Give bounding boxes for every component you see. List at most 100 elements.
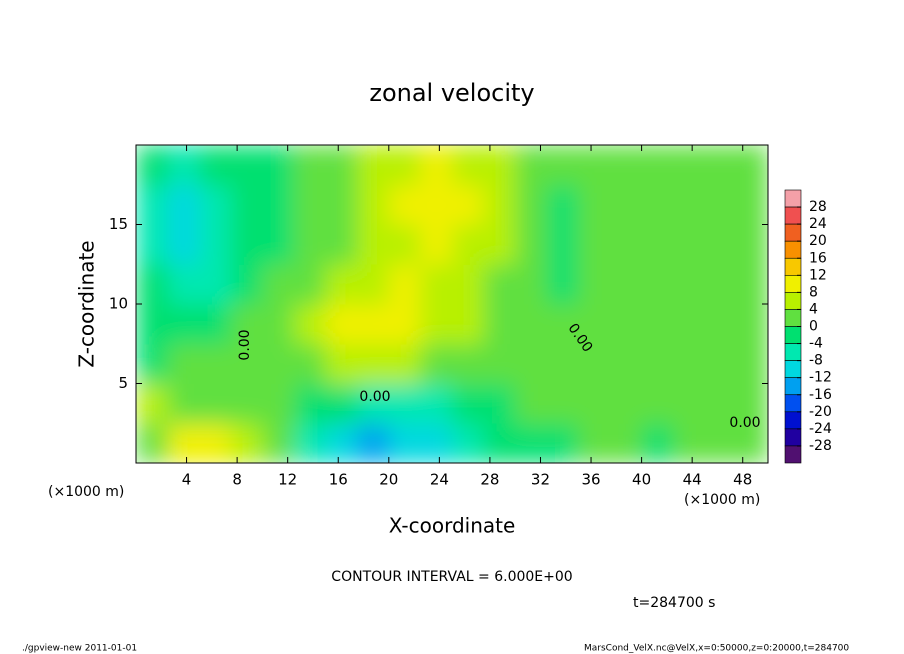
contour-label: 0.00 [729,415,760,431]
cell [325,264,358,305]
y-tick-label: 5 [118,374,128,392]
cell [515,264,548,305]
cell [294,343,327,384]
colorbar-box [784,326,802,344]
cell [546,264,579,305]
x-tick-label: 40 [632,471,651,489]
cell [230,383,263,424]
cell [610,423,643,463]
cell [262,264,295,305]
cell [452,184,485,225]
cell [546,304,579,345]
x-tick-label: 20 [379,471,398,489]
x-tick-label: 44 [683,471,702,489]
cell [199,383,232,424]
cell [420,224,453,265]
cell [262,423,295,463]
cell [420,184,453,225]
cell [546,383,579,424]
cell [167,264,200,305]
cell [230,145,263,186]
cell [704,184,737,225]
cell [294,264,327,305]
cell [262,383,295,424]
cell [673,304,706,345]
cell [357,145,390,186]
cell [483,423,516,463]
cell [357,423,390,463]
field [136,145,768,463]
colorbar-label: -20 [809,404,832,420]
cell [736,184,768,225]
cell [704,304,737,345]
cell [262,304,295,345]
cell [515,145,548,186]
cell [357,343,390,384]
chart-title: zonal velocity [369,79,534,107]
colorbar-label: 4 [809,301,818,317]
cell [325,145,358,186]
x-unit-left: (×1000 m) [48,484,124,500]
cell [578,423,611,463]
cell [230,343,263,384]
x-axis-label: X-coordinate [389,514,516,538]
y-tick-label: 15 [109,215,128,233]
cell [294,304,327,345]
cell [736,304,768,345]
cell [199,184,232,225]
colorbar-label: 8 [809,284,818,300]
cell [578,184,611,225]
colorbar-box [784,240,802,259]
cell [704,224,737,265]
cell [325,304,358,345]
time-label: t=284700 s [633,595,715,611]
contour-label: 0.00 [359,389,390,405]
cell [357,184,390,225]
cell [641,264,674,305]
cell [262,343,295,384]
x-tick-label: 32 [531,471,550,489]
cell [136,184,169,225]
cell [136,304,169,345]
cell [199,423,232,463]
colorbar-box [784,275,802,293]
cell [325,184,358,225]
cell [704,145,737,186]
cell [294,145,327,186]
colorbar-box [784,309,802,327]
cell [167,383,200,424]
cell [515,423,548,463]
cell [357,224,390,265]
colorbar-box [784,394,802,413]
cell [673,383,706,424]
cell [262,224,295,265]
cell [704,264,737,305]
x-tick-label: 36 [581,471,600,489]
cell [483,184,516,225]
cell [294,383,327,424]
cell [388,304,421,345]
cell [515,343,548,384]
x-tick-label: 28 [480,471,499,489]
colorbar-box [784,445,802,464]
cell [736,383,768,424]
cell [673,423,706,463]
cell [578,224,611,265]
cell [736,264,768,305]
cell [452,264,485,305]
x-tick-label: 48 [733,471,752,489]
cell [483,264,516,305]
cell [641,304,674,345]
cell [388,383,421,424]
cell [420,423,453,463]
cell [136,224,169,265]
x-tick-label: 4 [182,471,192,489]
cell [641,423,674,463]
y-tick-label: 10 [109,295,128,313]
cell [167,184,200,225]
colorbar-label: -28 [809,438,832,454]
cell [673,145,706,186]
y-axis-label: Z-coordinate [75,240,99,367]
cell [483,224,516,265]
cell [420,304,453,345]
